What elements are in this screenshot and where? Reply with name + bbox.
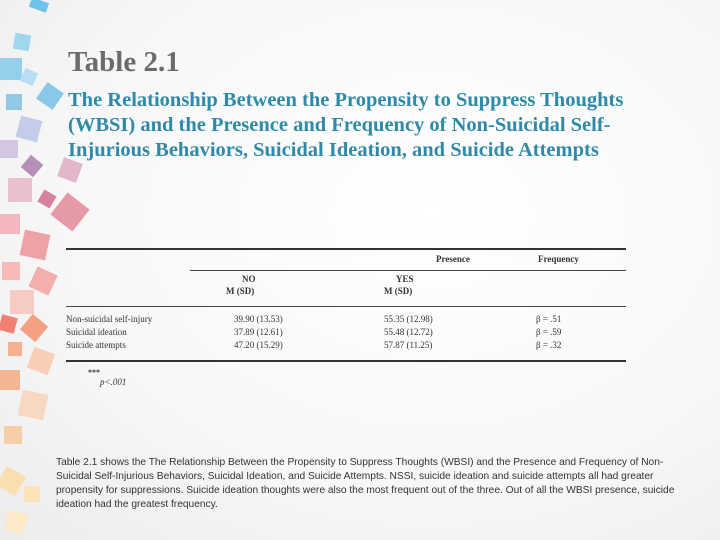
table-top-rule <box>66 248 626 250</box>
row-yes-value: 57.87 (11.25) <box>384 340 433 350</box>
row-frequency-value: β = .59 <box>536 327 562 337</box>
row-no-value: 37.89 (12.61) <box>234 327 283 337</box>
row-label: Suicide attempts <box>66 340 126 350</box>
row-label: Suicidal ideation <box>66 327 127 337</box>
note-stars: *** <box>88 368 100 377</box>
col-yes-subheader: M (SD) <box>384 286 413 296</box>
row-frequency-value: β = .32 <box>536 340 562 350</box>
slide-title: The Relationship Between the Propensity … <box>68 89 624 161</box>
caption-lead: Table 2.1 shows <box>56 457 130 468</box>
slide-caption: Table 2.1 shows the The Relationship Bet… <box>56 456 688 512</box>
row-label: Non-suicidal self-injury <box>66 314 153 324</box>
note-p-value: p<.001 <box>100 377 127 387</box>
table-bottom-rule <box>66 360 626 362</box>
presence-header: Presence <box>436 254 470 264</box>
row-yes-value: 55.48 (12.72) <box>384 327 433 337</box>
frequency-header: Frequency <box>538 254 579 264</box>
results-table: Presence Frequency NO M (SD) YES M (SD) … <box>66 244 626 394</box>
col-no-header: NO <box>242 274 256 284</box>
header-rule <box>190 270 626 271</box>
row-no-value: 39.90 (13.53) <box>234 314 283 324</box>
row-no-value: 47.20 (15.29) <box>234 340 283 350</box>
row-frequency-value: β = .51 <box>536 314 562 324</box>
table-number-heading: Table 2.1 <box>68 46 180 78</box>
caption-text: the The Relationship Between the Propens… <box>56 457 675 510</box>
col-yes-header: YES <box>396 274 414 284</box>
row-yes-value: 55.35 (12.98) <box>384 314 433 324</box>
subheader-rule <box>66 306 626 307</box>
col-no-subheader: M (SD) <box>226 286 255 296</box>
